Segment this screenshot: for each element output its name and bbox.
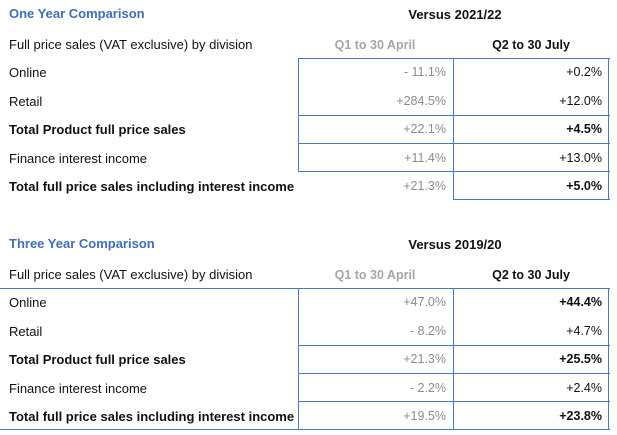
row-label: Retail	[9, 93, 43, 109]
column-divider	[298, 288, 299, 430]
q2-value: +4.5%	[566, 122, 602, 136]
row-label: Online	[9, 295, 47, 310]
column-divider	[453, 58, 454, 200]
row-label: Total full price sales including interes…	[9, 179, 295, 194]
row-label: Finance interest income	[9, 380, 148, 396]
q1-value: +47.0%	[403, 295, 446, 309]
q1-value: +11.4%	[404, 150, 446, 165]
section-title: One Year Comparison	[9, 6, 145, 21]
q1-value: +284.5%	[396, 93, 446, 108]
table-row-finance-interest: Finance interest income - 2.2% +2.4%	[0, 374, 617, 403]
table-border	[298, 115, 610, 116]
table-border	[608, 58, 609, 200]
versus-label: Versus 2021/22	[408, 7, 502, 22]
q2-value: +4.7%	[566, 323, 602, 338]
row-label: Total full price sales including interes…	[9, 409, 295, 424]
row-label: Total Product full price sales	[9, 122, 186, 137]
table-row-finance-interest: Finance interest income +11.4% +13.0%	[0, 144, 617, 173]
table-row-total-product: Total Product full price sales +22.1% +4…	[0, 115, 617, 144]
q2-value: +44.4%	[559, 295, 602, 309]
table-border	[608, 288, 609, 430]
q1-value: - 8.2%	[409, 323, 446, 338]
row-label: Online	[9, 65, 47, 80]
table-row-online: Online +47.0% +44.4%	[0, 288, 617, 317]
q1-value: - 11.1%	[403, 65, 446, 79]
one-year-comparison-section: One Year Comparison Versus 2021/22 Full …	[0, 0, 617, 201]
column-header-row: Full price sales (VAT exclusive) by divi…	[0, 260, 617, 288]
versus-label: Versus 2019/20	[408, 237, 502, 252]
table-row-total-incl-interest: Total full price sales including interes…	[0, 402, 617, 431]
table-border	[298, 171, 610, 172]
table-border	[298, 143, 610, 144]
column-divider	[453, 288, 454, 430]
table-row-total-product: Total Product full price sales +21.3% +2…	[0, 345, 617, 374]
table-row-retail: Retail +284.5% +12.0%	[0, 87, 617, 116]
q2-value: +0.2%	[566, 65, 602, 79]
table-border	[298, 58, 610, 59]
table-border	[0, 429, 610, 430]
q2-column-header: Q2 to 30 July	[492, 268, 570, 282]
table-row-online: Online - 11.1% +0.2%	[0, 58, 617, 87]
table-border	[298, 373, 610, 374]
q2-value: +25.5%	[559, 352, 602, 366]
table-row-total-incl-interest: Total full price sales including interes…	[0, 172, 617, 201]
section-header: One Year Comparison Versus 2021/22	[0, 0, 617, 30]
table-border	[298, 345, 610, 346]
q1-column-header: Q1 to 30 April	[334, 268, 416, 282]
row-label: Finance interest income	[9, 150, 148, 166]
q1-column-header: Q1 to 30 April	[334, 38, 416, 52]
q2-value: +12.0%	[559, 93, 602, 108]
section-title: Three Year Comparison	[9, 236, 155, 251]
section-header: Three Year Comparison Versus 2019/20	[0, 230, 617, 260]
row-label: Retail	[9, 323, 43, 339]
q2-value: +23.8%	[559, 409, 602, 423]
q2-value: +2.4%	[566, 380, 602, 395]
q1-value: +21.3%	[403, 352, 446, 366]
three-year-comparison-section: Three Year Comparison Versus 2019/20 Ful…	[0, 230, 617, 431]
division-subheader: Full price sales (VAT exclusive) by divi…	[9, 267, 253, 282]
table-border	[453, 199, 610, 200]
q2-value: +5.0%	[566, 179, 602, 193]
table-border	[0, 288, 610, 289]
table-row-retail: Retail - 8.2% +4.7%	[0, 317, 617, 346]
division-subheader: Full price sales (VAT exclusive) by divi…	[9, 37, 253, 52]
q1-value: +21.3%	[403, 179, 446, 193]
table-border	[298, 401, 610, 402]
q2-column-header: Q2 to 30 July	[492, 38, 570, 52]
row-label: Total Product full price sales	[9, 352, 186, 367]
q1-value: - 2.2%	[409, 380, 446, 395]
q1-value: +19.5%	[403, 409, 446, 423]
q1-value: +22.1%	[403, 122, 446, 136]
q2-value: +13.0%	[559, 150, 602, 165]
column-header-row: Full price sales (VAT exclusive) by divi…	[0, 30, 617, 58]
